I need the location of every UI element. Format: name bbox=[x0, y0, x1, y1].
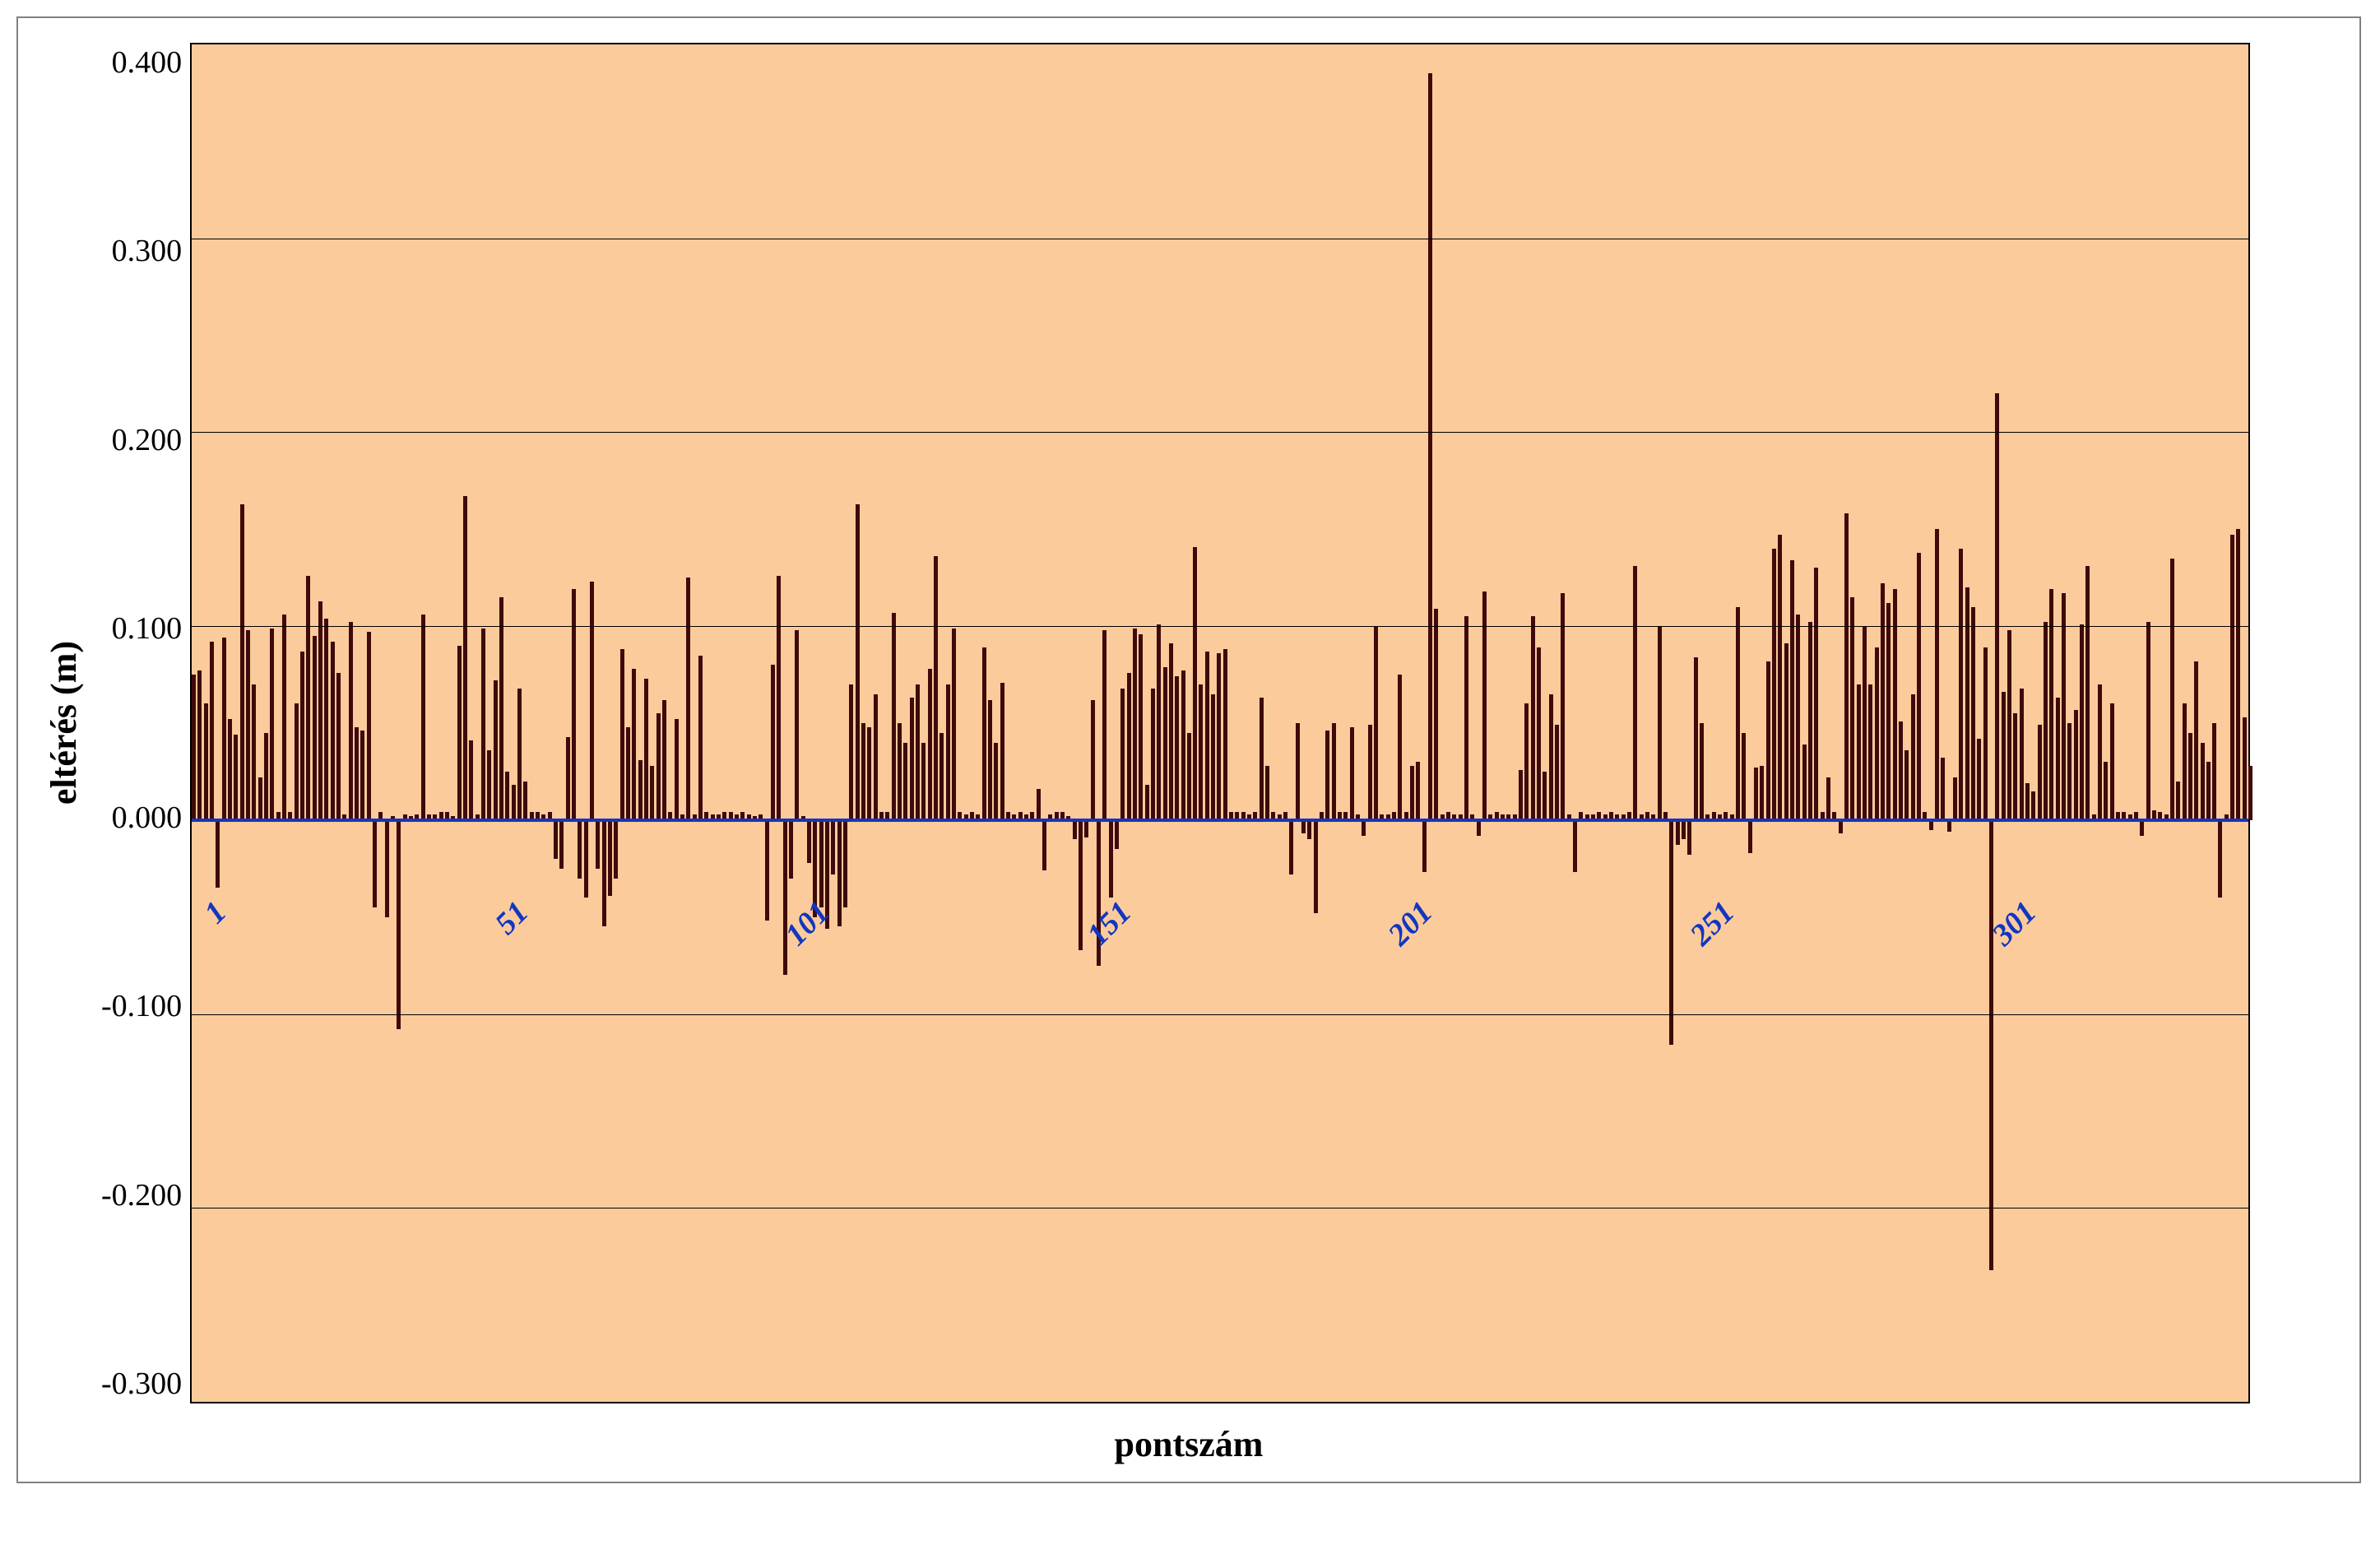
y-tick-label: 0.400 bbox=[101, 44, 182, 81]
x-tick-label: 101 bbox=[765, 894, 837, 967]
x-tick-label: 251 bbox=[1669, 894, 1742, 967]
y-tick-label: 0.300 bbox=[101, 233, 182, 269]
y-axis-ticks: 0.400 0.300 0.200 0.100 0.000 -0.100 -0.200 -0.… bbox=[101, 44, 190, 1402]
y-tick-label: 0.100 bbox=[101, 610, 182, 647]
plot-area: 151101151201251301 bbox=[190, 43, 2250, 1403]
y-tick-label: -0.200 bbox=[101, 1177, 182, 1213]
grid-line bbox=[192, 432, 2248, 433]
y-tick-label: -0.100 bbox=[101, 988, 182, 1024]
grid-line bbox=[192, 1014, 2248, 1015]
chart-card: eltérés (m) 0.400 0.300 0.200 0.100 0.000 -0.… bbox=[16, 16, 2361, 1483]
y-tick-label: 0.200 bbox=[101, 422, 182, 458]
y-tick-label: 0.000 bbox=[101, 800, 182, 836]
data-bar bbox=[2248, 766, 2252, 820]
x-tick-label: 301 bbox=[1971, 894, 2044, 967]
y-tick-label: -0.300 bbox=[101, 1366, 182, 1402]
x-tick-label: 51 bbox=[463, 894, 536, 967]
x-axis-label: pontszám bbox=[43, 1423, 2335, 1465]
chart-body: eltérés (m) 0.400 0.300 0.200 0.100 0.000 -0.… bbox=[43, 43, 2335, 1403]
x-tick-label: 151 bbox=[1066, 894, 1139, 967]
zero-axis-line bbox=[192, 819, 2248, 822]
grid-line bbox=[192, 626, 2248, 627]
x-tick-layer: 151101151201251301 bbox=[192, 44, 2248, 1402]
x-tick-label: 201 bbox=[1368, 894, 1441, 967]
y-axis-label: eltérés (m) bbox=[43, 641, 85, 805]
